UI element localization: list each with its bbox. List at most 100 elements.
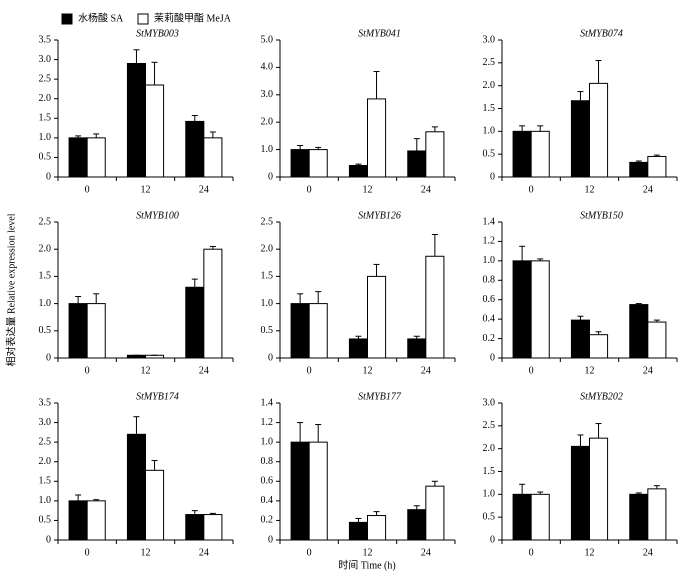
bar (203, 248, 223, 359)
bar (512, 493, 532, 541)
bar (589, 437, 609, 541)
bar (570, 100, 591, 178)
y-tick-label: 0 (490, 534, 495, 545)
x-tick-label: 24 (199, 547, 209, 558)
x-tick-label: 24 (643, 184, 653, 195)
bar (407, 338, 427, 359)
y-tick-label: 0 (46, 171, 51, 182)
bar (126, 433, 146, 541)
bar (86, 303, 106, 359)
bar (530, 130, 550, 178)
y-tick-label: 3.0 (39, 54, 52, 65)
y-tick-label: 2.5 (483, 57, 496, 68)
bar (367, 275, 387, 359)
y-tick-label: 1.0 (483, 126, 496, 137)
bar (86, 137, 106, 178)
y-tick-label: 2.0 (39, 243, 52, 254)
y-tick-label: 1.4 (261, 397, 274, 408)
y-tick-label: 2.5 (39, 216, 52, 227)
bar (126, 62, 146, 178)
y-tick-label: 1.0 (39, 132, 52, 143)
y-tick-label: 2.0 (261, 243, 274, 254)
bar (425, 485, 445, 541)
bar (530, 260, 550, 359)
bar (530, 493, 550, 541)
y-tick-label: 0.8 (483, 275, 496, 286)
x-tick-label: 24 (643, 547, 653, 558)
y-tick-label: 2.5 (39, 73, 52, 84)
y-tick-label: 1.0 (483, 489, 496, 500)
y-tick-label: 1.4 (483, 216, 496, 227)
bar (185, 286, 205, 359)
y-tick-label: 0 (268, 534, 273, 545)
bar (348, 338, 368, 359)
bar (185, 514, 205, 541)
bar (68, 500, 88, 541)
x-tick-label: 0 (529, 184, 534, 195)
legend-swatch-meja (137, 13, 149, 25)
y-tick-label: 0 (490, 352, 495, 363)
bar (367, 515, 387, 541)
bar (203, 137, 223, 178)
bar (512, 130, 532, 178)
bar (589, 82, 609, 178)
bar (589, 334, 609, 359)
bar (290, 303, 310, 359)
x-tick-label: 24 (199, 184, 209, 195)
bar (647, 488, 667, 541)
subplot-title: StMYB003 (136, 28, 179, 39)
x-tick-label: 12 (141, 547, 151, 558)
x-tick-label: 12 (363, 547, 373, 558)
y-tick-label: 3.5 (39, 397, 52, 408)
x-tick-label: 12 (585, 184, 595, 195)
y-tick-label: 0.6 (483, 294, 496, 305)
y-tick-label: 3.0 (483, 34, 496, 45)
subplot-title: StMYB177 (358, 391, 402, 402)
subplot-title: StMYB041 (358, 28, 401, 39)
bar (348, 164, 368, 178)
y-tick-label: 1.5 (483, 466, 496, 477)
x-tick-label: 0 (85, 547, 90, 558)
y-tick-label: 0 (268, 171, 273, 182)
y-tick-label: 0.2 (483, 333, 496, 344)
bar (290, 149, 310, 178)
bar (68, 137, 88, 178)
bar (629, 493, 649, 541)
bar (425, 255, 445, 359)
y-tick-label: 1.2 (261, 417, 274, 428)
y-tick-label: 2.0 (39, 456, 52, 467)
y-tick-label: 0 (46, 352, 51, 363)
y-tick-label: 1.0 (261, 436, 274, 447)
x-tick-label: 0 (529, 365, 534, 376)
y-tick-label: 1.5 (483, 103, 496, 114)
bar (407, 509, 427, 541)
subplot-title: StMYB150 (580, 210, 623, 221)
x-tick-label: 0 (307, 547, 312, 558)
y-tick-label: 0.6 (261, 476, 274, 487)
x-axis-label: 时间 Time (h) (338, 558, 395, 571)
y-tick-label: 1.0 (39, 298, 52, 309)
y-tick-label: 2.0 (261, 116, 274, 127)
bar (570, 319, 591, 359)
bar (185, 120, 205, 178)
y-tick-label: 0.5 (39, 515, 52, 526)
y-tick-label: 2.0 (483, 80, 496, 91)
y-tick-label: 2.5 (261, 216, 274, 227)
bar (647, 321, 667, 359)
y-tick-label: 3.0 (261, 89, 274, 100)
y-tick-label: 0 (46, 534, 51, 545)
bar (570, 445, 591, 541)
bar (86, 500, 106, 541)
subplot-title: StMYB202 (580, 391, 623, 402)
y-tick-label: 1.5 (39, 476, 52, 487)
bar (629, 304, 649, 359)
subplot-title: StMYB126 (358, 210, 401, 221)
bar (203, 514, 223, 541)
x-tick-label: 24 (421, 547, 431, 558)
bar (367, 98, 387, 178)
subplot-title: StMYB100 (136, 210, 179, 221)
y-tick-label: 0 (268, 352, 273, 363)
legend-label: 茉莉酸甲酯 MeJA (154, 11, 232, 24)
y-tick-label: 0.4 (261, 495, 274, 506)
